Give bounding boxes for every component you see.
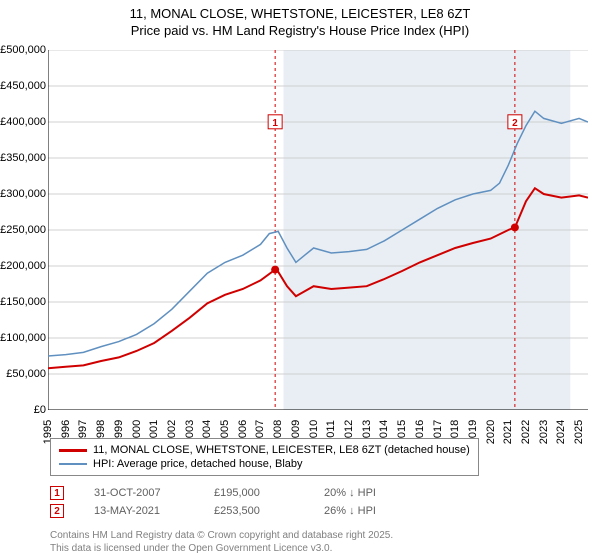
x-tick-label: 2023 bbox=[538, 420, 550, 444]
legend-swatch-red bbox=[59, 449, 87, 452]
y-tick-label: £0 bbox=[0, 404, 46, 416]
marker-price-1: £195,000 bbox=[214, 487, 294, 499]
y-tick-label: £400,000 bbox=[0, 116, 46, 128]
svg-text:1: 1 bbox=[272, 118, 278, 129]
legend-label-property: 11, MONAL CLOSE, WHETSTONE, LEICESTER, L… bbox=[93, 444, 470, 456]
title-line-2: Price paid vs. HM Land Registry's House … bbox=[0, 23, 600, 40]
x-tick-label: 2022 bbox=[520, 420, 532, 444]
y-tick-label: £200,000 bbox=[0, 260, 46, 272]
footnote-line-2: This data is licensed under the Open Gov… bbox=[50, 543, 393, 556]
marker-row-2: 2 13-MAY-2021 £253,500 26% ↓ HPI bbox=[50, 502, 414, 520]
marker-table: 1 31-OCT-2007 £195,000 20% ↓ HPI 2 13-MA… bbox=[50, 484, 414, 520]
y-tick-label: £300,000 bbox=[0, 188, 46, 200]
legend-item-hpi: HPI: Average price, detached house, Blab… bbox=[59, 457, 470, 471]
marker-row-1: 1 31-OCT-2007 £195,000 20% ↓ HPI bbox=[50, 484, 414, 502]
legend-item-property: 11, MONAL CLOSE, WHETSTONE, LEICESTER, L… bbox=[59, 443, 470, 457]
marker-num-2: 2 bbox=[50, 504, 64, 518]
y-tick-label: £350,000 bbox=[0, 152, 46, 164]
marker-delta-2: 26% ↓ HPI bbox=[324, 505, 414, 517]
svg-text:2: 2 bbox=[512, 118, 518, 129]
x-tick-label: 2021 bbox=[502, 420, 514, 444]
title-block: 11, MONAL CLOSE, WHETSTONE, LEICESTER, L… bbox=[0, 0, 600, 40]
footnote: Contains HM Land Registry data © Crown c… bbox=[50, 530, 393, 555]
y-tick-label: £50,000 bbox=[0, 368, 46, 380]
marker-num-1: 1 bbox=[50, 486, 64, 500]
legend-swatch-blue bbox=[59, 463, 87, 465]
x-tick-label: 2024 bbox=[555, 420, 567, 444]
footnote-line-1: Contains HM Land Registry data © Crown c… bbox=[50, 530, 393, 543]
legend: 11, MONAL CLOSE, WHETSTONE, LEICESTER, L… bbox=[50, 438, 479, 476]
title-line-1: 11, MONAL CLOSE, WHETSTONE, LEICESTER, L… bbox=[0, 6, 600, 23]
chart-container: 11, MONAL CLOSE, WHETSTONE, LEICESTER, L… bbox=[0, 0, 600, 560]
marker-date-2: 13-MAY-2021 bbox=[94, 505, 184, 517]
y-tick-label: £250,000 bbox=[0, 224, 46, 236]
x-tick-label: 2025 bbox=[573, 420, 585, 444]
y-tick-label: £100,000 bbox=[0, 332, 46, 344]
x-tick-label: 2020 bbox=[485, 420, 497, 444]
marker-price-2: £253,500 bbox=[214, 505, 294, 517]
y-tick-label: £150,000 bbox=[0, 296, 46, 308]
plot-svg: 12 bbox=[48, 50, 588, 410]
legend-label-hpi: HPI: Average price, detached house, Blab… bbox=[93, 458, 303, 470]
marker-date-1: 31-OCT-2007 bbox=[94, 487, 184, 499]
line-chart: 12 £0£50,000£100,000£150,000£200,000£250… bbox=[48, 50, 588, 410]
marker-delta-1: 20% ↓ HPI bbox=[324, 487, 414, 499]
y-tick-label: £450,000 bbox=[0, 80, 46, 92]
y-tick-label: £500,000 bbox=[0, 44, 46, 56]
